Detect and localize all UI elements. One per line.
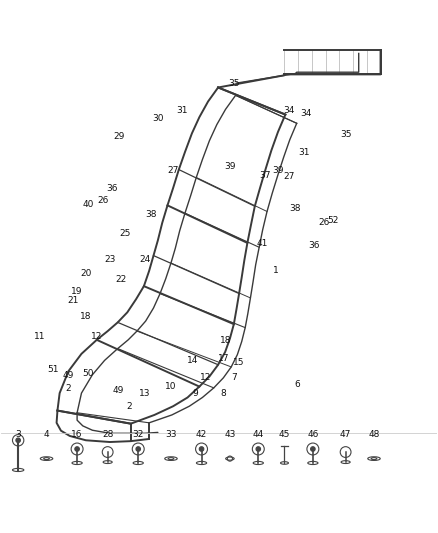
Text: 12: 12 (91, 332, 102, 341)
Text: 14: 14 (187, 356, 198, 365)
Text: 32: 32 (133, 430, 144, 439)
Text: 26: 26 (318, 219, 329, 228)
Text: 17: 17 (218, 354, 229, 362)
Text: 2: 2 (127, 402, 132, 411)
Circle shape (199, 447, 204, 451)
Circle shape (16, 438, 21, 442)
Text: 33: 33 (165, 430, 177, 439)
Text: 51: 51 (47, 365, 59, 374)
Text: 7: 7 (231, 373, 237, 382)
Circle shape (311, 447, 315, 451)
Text: 3: 3 (15, 430, 21, 439)
Text: 22: 22 (115, 275, 127, 284)
Text: 39: 39 (272, 166, 284, 175)
Text: 47: 47 (340, 430, 351, 439)
Text: 40: 40 (82, 200, 94, 209)
Text: 19: 19 (71, 287, 83, 296)
Text: 38: 38 (290, 204, 301, 213)
Text: 23: 23 (104, 255, 116, 264)
Text: 49: 49 (113, 386, 124, 395)
Text: 25: 25 (120, 229, 131, 238)
Text: 11: 11 (34, 332, 46, 341)
Text: 48: 48 (368, 430, 380, 439)
Text: 18: 18 (220, 336, 231, 345)
Text: 2: 2 (66, 384, 71, 393)
Text: 18: 18 (80, 312, 92, 321)
Text: 44: 44 (253, 430, 264, 439)
Text: 27: 27 (167, 166, 179, 175)
Text: 36: 36 (308, 241, 320, 250)
Text: 45: 45 (279, 430, 290, 439)
Text: 10: 10 (165, 382, 177, 391)
Text: 26: 26 (98, 196, 109, 205)
Text: 35: 35 (340, 130, 351, 139)
Text: 31: 31 (176, 106, 187, 115)
Text: 31: 31 (298, 149, 310, 157)
Text: 39: 39 (224, 163, 236, 172)
Text: 28: 28 (102, 430, 113, 439)
Text: 38: 38 (145, 209, 157, 219)
Text: 49: 49 (63, 371, 74, 380)
Text: 16: 16 (71, 430, 83, 439)
Text: 21: 21 (67, 296, 78, 305)
Circle shape (75, 447, 79, 451)
Text: 1: 1 (273, 266, 279, 276)
Text: 30: 30 (152, 115, 164, 124)
Text: 29: 29 (113, 132, 124, 141)
Text: 15: 15 (233, 358, 244, 367)
Text: 24: 24 (139, 255, 150, 264)
Text: 34: 34 (300, 109, 312, 118)
Text: 8: 8 (220, 389, 226, 398)
Text: 43: 43 (224, 430, 236, 439)
Circle shape (256, 447, 261, 451)
Text: 52: 52 (327, 216, 338, 225)
Text: 13: 13 (139, 389, 151, 398)
Text: 35: 35 (229, 79, 240, 87)
Text: 12: 12 (200, 373, 212, 382)
Circle shape (136, 447, 141, 451)
Text: 20: 20 (80, 269, 92, 278)
Text: 36: 36 (106, 184, 118, 193)
Text: 46: 46 (307, 430, 318, 439)
Text: 50: 50 (82, 369, 94, 378)
Text: 4: 4 (44, 430, 49, 439)
Text: 6: 6 (295, 380, 300, 389)
Text: 41: 41 (257, 239, 268, 248)
Text: 27: 27 (283, 172, 294, 181)
Text: 9: 9 (192, 389, 198, 398)
Text: 37: 37 (259, 171, 271, 180)
Text: 42: 42 (196, 430, 207, 439)
Text: 34: 34 (283, 106, 294, 115)
